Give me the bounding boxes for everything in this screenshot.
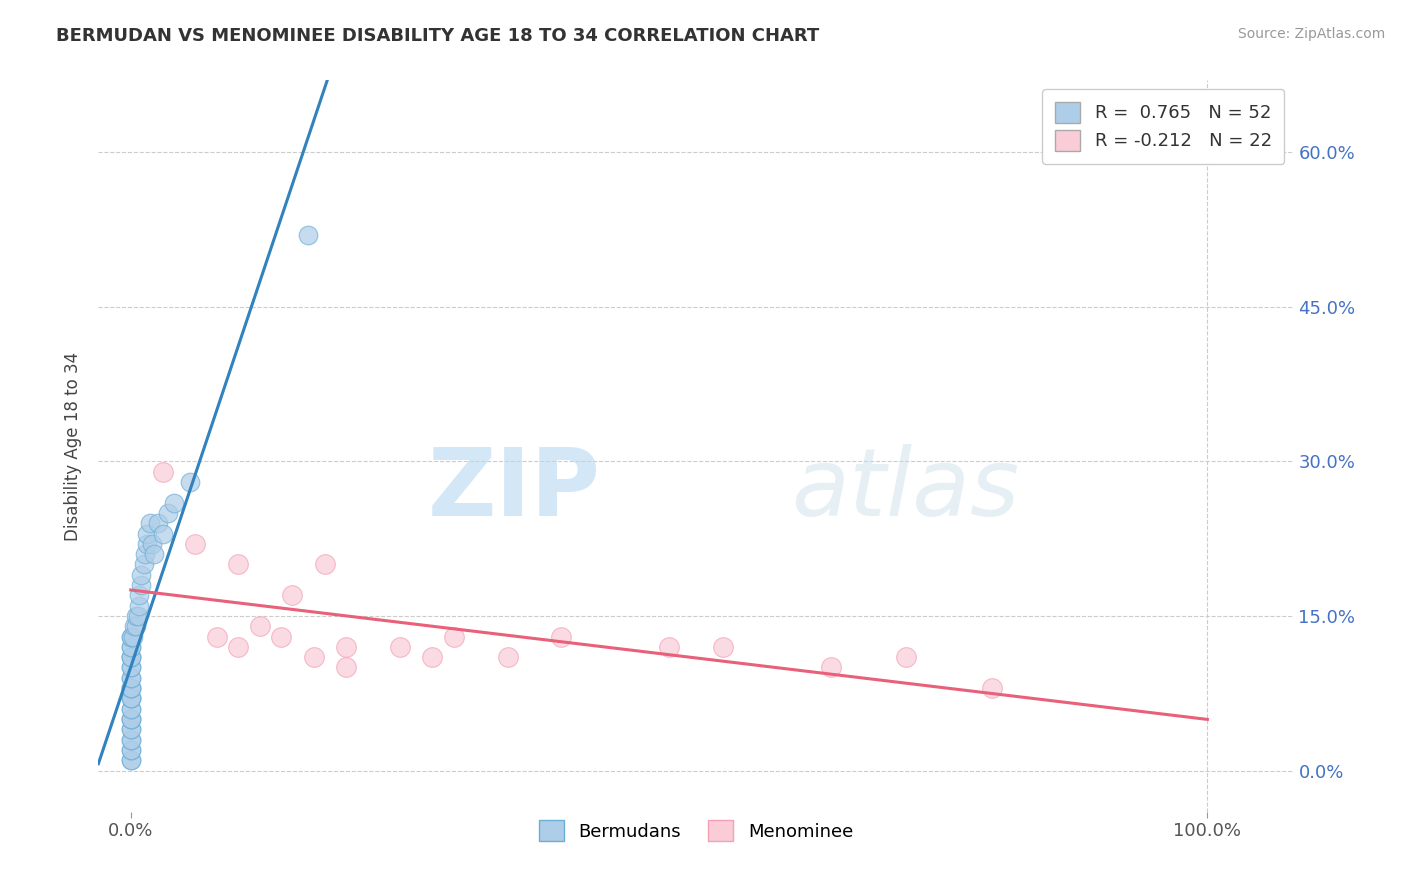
Point bbox=[496, 650, 519, 665]
Point bbox=[128, 599, 150, 613]
Point bbox=[179, 475, 201, 489]
Point bbox=[146, 516, 169, 531]
Point bbox=[205, 630, 228, 644]
Point bbox=[132, 558, 155, 572]
Point bbox=[120, 723, 142, 737]
Point bbox=[388, 640, 411, 654]
Point bbox=[120, 753, 142, 767]
Point bbox=[122, 630, 145, 644]
Point bbox=[120, 743, 142, 757]
Point bbox=[120, 671, 142, 685]
Point bbox=[228, 558, 250, 572]
Point bbox=[120, 671, 142, 685]
Point bbox=[120, 691, 142, 706]
Point bbox=[335, 640, 357, 654]
Point bbox=[120, 691, 142, 706]
Point bbox=[120, 753, 142, 767]
Point bbox=[157, 506, 180, 520]
Point bbox=[981, 681, 1004, 695]
Point bbox=[120, 650, 142, 665]
Point bbox=[120, 681, 142, 695]
Point bbox=[120, 723, 142, 737]
Text: ZIP: ZIP bbox=[427, 444, 600, 536]
Point bbox=[134, 547, 156, 561]
Point bbox=[184, 537, 207, 551]
Point bbox=[120, 640, 142, 654]
Point bbox=[131, 578, 153, 592]
Point bbox=[120, 732, 142, 747]
Point bbox=[152, 526, 174, 541]
Point bbox=[120, 630, 142, 644]
Point bbox=[894, 650, 917, 665]
Point bbox=[152, 465, 174, 479]
Point bbox=[120, 650, 142, 665]
Point bbox=[249, 619, 271, 633]
Point bbox=[120, 660, 142, 674]
Point bbox=[120, 640, 142, 654]
Point bbox=[143, 547, 166, 561]
Legend: Bermudans, Menominee: Bermudans, Menominee bbox=[526, 808, 866, 854]
Text: atlas: atlas bbox=[792, 444, 1019, 535]
Point bbox=[120, 712, 142, 726]
Point bbox=[420, 650, 443, 665]
Point bbox=[127, 609, 149, 624]
Point bbox=[228, 640, 250, 654]
Point bbox=[131, 567, 153, 582]
Point bbox=[120, 743, 142, 757]
Point bbox=[314, 558, 336, 572]
Point bbox=[125, 609, 148, 624]
Point bbox=[128, 588, 150, 602]
Point bbox=[120, 732, 142, 747]
Point bbox=[122, 619, 145, 633]
Point bbox=[120, 681, 142, 695]
Point bbox=[270, 630, 292, 644]
Point bbox=[120, 712, 142, 726]
Point bbox=[302, 650, 325, 665]
Point bbox=[281, 588, 304, 602]
Point bbox=[120, 712, 142, 726]
Point bbox=[120, 660, 142, 674]
Text: BERMUDAN VS MENOMINEE DISABILITY AGE 18 TO 34 CORRELATION CHART: BERMUDAN VS MENOMINEE DISABILITY AGE 18 … bbox=[56, 27, 820, 45]
Point bbox=[820, 660, 842, 674]
Point bbox=[550, 630, 572, 644]
Point bbox=[120, 702, 142, 716]
Point bbox=[120, 630, 142, 644]
Point bbox=[120, 681, 142, 695]
Point bbox=[120, 650, 142, 665]
Point bbox=[139, 516, 162, 531]
Point bbox=[297, 227, 319, 242]
Point bbox=[125, 619, 148, 633]
Point bbox=[163, 496, 186, 510]
Text: Source: ZipAtlas.com: Source: ZipAtlas.com bbox=[1237, 27, 1385, 41]
Point bbox=[120, 691, 142, 706]
Point bbox=[658, 640, 681, 654]
Point bbox=[443, 630, 465, 644]
Point bbox=[135, 537, 157, 551]
Point bbox=[335, 660, 357, 674]
Point bbox=[135, 526, 157, 541]
Point bbox=[120, 702, 142, 716]
Y-axis label: Disability Age 18 to 34: Disability Age 18 to 34 bbox=[65, 351, 83, 541]
Point bbox=[711, 640, 734, 654]
Point bbox=[141, 537, 163, 551]
